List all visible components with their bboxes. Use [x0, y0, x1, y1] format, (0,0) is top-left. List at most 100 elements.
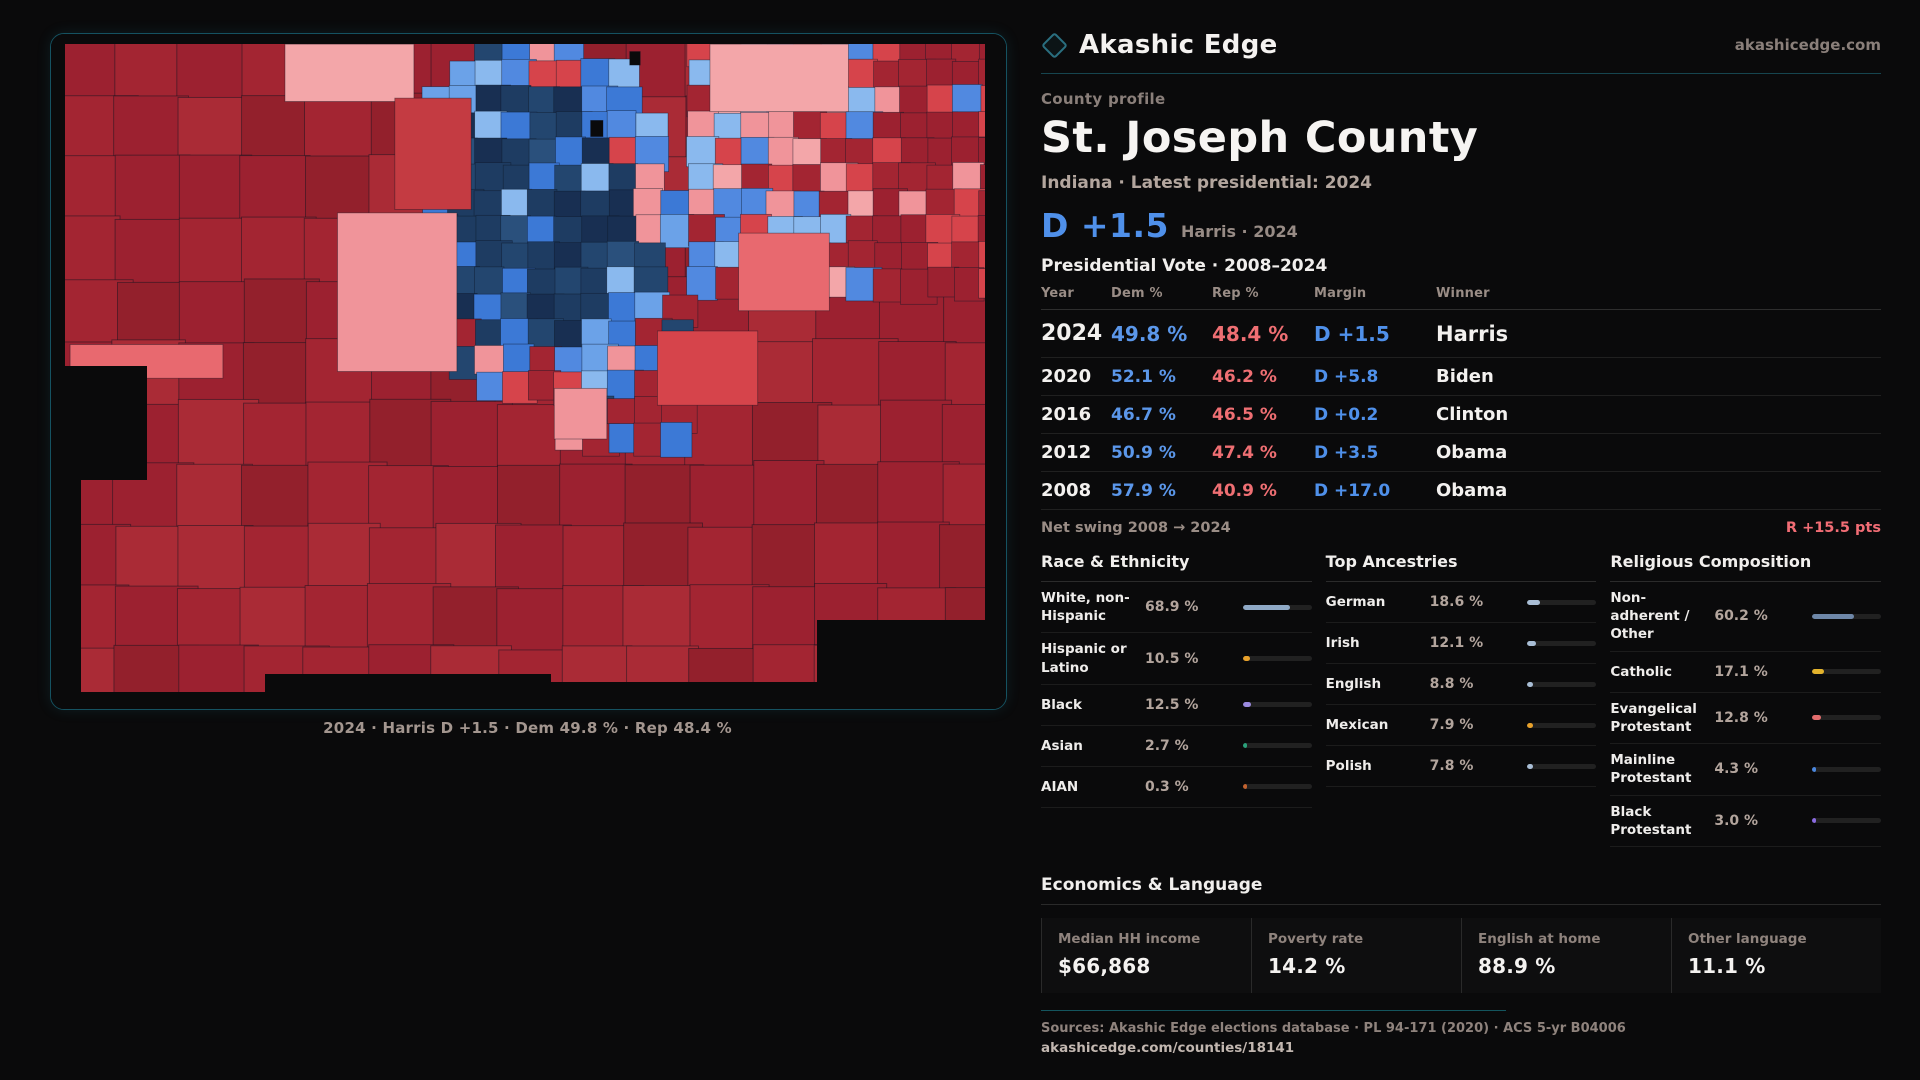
demo-label: English — [1325, 675, 1382, 692]
demo-value: 68.9 % — [1145, 599, 1199, 616]
demo-value: 7.9 % — [1429, 717, 1474, 733]
demo-bar-fill — [1527, 640, 1536, 646]
vote-row-2020: 2020 52.1 % 46.2 % D +5.8 Biden — [1041, 358, 1881, 396]
demo-bar-fill — [1242, 784, 1247, 790]
profile-panel: Akashic Edge akashicedge.com County prof… — [1041, 30, 1881, 1056]
vote-row-2012: 2012 50.9 % 47.4 % D +3.5 Obama — [1041, 434, 1881, 472]
vote-table-title: Presidential Vote · 2008–2024 — [1041, 256, 1328, 276]
header: Akashic Edge akashicedge.com — [1041, 30, 1881, 60]
vote-col-margin: Margin — [1314, 286, 1367, 301]
vote-col-year: Year — [1041, 286, 1075, 301]
demo-label: Polish — [1325, 757, 1372, 774]
economics-title: Economics & Language — [1041, 874, 1263, 895]
demo-bar-fill — [1527, 722, 1533, 728]
stat-card: Other language 11.1 % — [1671, 917, 1881, 993]
demo-bar-track — [1527, 640, 1597, 646]
brand-name: Akashic Edge — [1079, 30, 1278, 60]
demo-value: 12.1 % — [1429, 635, 1484, 651]
map-panel — [50, 33, 1007, 710]
stat-card: Poverty rate 14.2 % — [1251, 917, 1461, 993]
map-caption: 2024 · Harris D +1.5 · Dem 49.8 % · Rep … — [323, 719, 732, 737]
demo-row: Evangelical Protestant 12.8 % — [1610, 693, 1881, 745]
demo-row: German 18.6 % — [1325, 582, 1597, 623]
vote-cell-winner: Biden — [1436, 366, 1494, 387]
vote-cell-margin: D +3.5 — [1314, 442, 1379, 463]
demo-bar-track — [1527, 763, 1597, 769]
stat-value: 14.2 % — [1268, 953, 1346, 978]
vote-cell-dem: 50.9 % — [1111, 442, 1176, 463]
demo-section-religious-composition: Religious Composition Non-adherent / Othe… — [1610, 552, 1881, 847]
demo-value: 4.3 % — [1714, 761, 1759, 778]
vote-cell-rep: 46.2 % — [1212, 366, 1277, 387]
vote-row-2016: 2016 46.7 % 46.5 % D +0.2 Clinton — [1041, 396, 1881, 434]
demo-row: Black 12.5 % — [1041, 685, 1312, 726]
demo-bar-track — [1527, 722, 1597, 728]
vote-cell-rep: 47.4 % — [1212, 442, 1277, 463]
vote-row-2008: 2008 57.9 % 40.9 % D +17.0 Obama — [1041, 472, 1881, 510]
demo-bar-fill — [1811, 766, 1816, 772]
demo-bar-fill — [1242, 743, 1247, 749]
demo-bar-track — [1242, 702, 1312, 708]
presidential-vote-table: Year Dem % Rep % Margin Winner 2024 49.8 % 48.4… — [1041, 278, 1881, 510]
vote-cell-year: 2016 — [1041, 404, 1092, 425]
stat-label: English at home — [1478, 930, 1601, 947]
demo-row: Polish 7.8 % — [1325, 746, 1597, 787]
demo-value: 0.3 % — [1145, 778, 1189, 795]
permalink[interactable]: akashicedge.com/counties/18141 — [1041, 1039, 1295, 1056]
vote-cell-year: 2020 — [1041, 366, 1092, 387]
demo-bar-track — [1811, 669, 1881, 675]
demo-section-title: Top Ancestries — [1325, 552, 1597, 582]
demo-section-top-ancestries: Top Ancestries German 18.6 % Irish 12.1 % Eng… — [1325, 552, 1597, 787]
demo-row: English 8.8 % — [1325, 664, 1597, 705]
demo-value: 10.5 % — [1145, 650, 1199, 667]
vote-cell-rep: 46.5 % — [1212, 404, 1277, 425]
demo-bar-track — [1242, 743, 1312, 749]
vote-col-rep: Rep % — [1212, 286, 1259, 301]
demo-bar-fill — [1811, 613, 1854, 619]
demo-label: White, non-Hispanic — [1041, 590, 1130, 625]
demo-value: 12.5 % — [1145, 696, 1199, 713]
vote-cell-winner: Harris — [1436, 321, 1509, 346]
demo-bar-track — [1811, 715, 1881, 721]
demo-bar-track — [1811, 613, 1881, 619]
demo-row: AIAN 0.3 % — [1041, 767, 1312, 808]
demo-value: 18.6 % — [1429, 594, 1484, 610]
stat-card: Median HH income $66,868 — [1041, 917, 1251, 993]
demo-row: Mainline Protestant 4.3 % — [1610, 744, 1881, 796]
demo-row: Black Protestant 3.0 % — [1610, 796, 1881, 847]
vote-cell-dem: 52.1 % — [1111, 366, 1176, 387]
demo-value: 3.0 % — [1714, 812, 1759, 829]
site-link[interactable]: akashicedge.com — [1734, 36, 1881, 54]
vote-table-header: Year Dem % Rep % Margin Winner — [1041, 278, 1881, 310]
demo-value: 7.8 % — [1429, 758, 1474, 774]
stat-label: Poverty rate — [1268, 930, 1364, 947]
vote-cell-margin: D +17.0 — [1314, 480, 1391, 501]
vote-col-dem: Dem % — [1111, 286, 1163, 301]
demo-label: German — [1325, 593, 1386, 610]
net-swing-row: Net swing 2008 → 2024 R +15.5 pts — [1041, 520, 1881, 536]
demo-row: Non-adherent / Other 60.2 % — [1610, 582, 1881, 652]
economics-stat-cards: Median HH income $66,868 Poverty rate 14.2 … — [1041, 917, 1881, 993]
demo-value: 8.8 % — [1429, 676, 1474, 692]
demo-value: 17.1 % — [1714, 663, 1768, 680]
vote-cell-margin: D +5.8 — [1314, 366, 1379, 387]
vote-cell-rep: 40.9 % — [1212, 480, 1277, 501]
demo-bar-track — [1527, 599, 1597, 605]
demo-bar-fill — [1527, 599, 1541, 605]
vote-cell-winner: Clinton — [1436, 404, 1509, 425]
net-swing-label: Net swing 2008 → 2024 — [1041, 520, 1231, 536]
demo-bar-fill — [1811, 669, 1824, 675]
demo-label: Black — [1041, 696, 1083, 713]
demo-label: Mexican — [1325, 716, 1389, 733]
stat-card: English at home 88.9 % — [1461, 917, 1671, 993]
stat-value: 11.1 % — [1688, 953, 1766, 978]
demo-bar-fill — [1242, 656, 1250, 662]
footer-divider — [1041, 1009, 1506, 1011]
demo-row: White, non-Hispanic 68.9 % — [1041, 582, 1312, 634]
demo-bar-fill — [1527, 763, 1533, 769]
demo-value: 12.8 % — [1714, 709, 1768, 726]
sources-line: Sources: Akashic Edge elections database… — [1041, 1020, 1626, 1036]
margin-context: Harris · 2024 — [1181, 222, 1298, 241]
vote-cell-year: 2024 — [1041, 321, 1103, 346]
